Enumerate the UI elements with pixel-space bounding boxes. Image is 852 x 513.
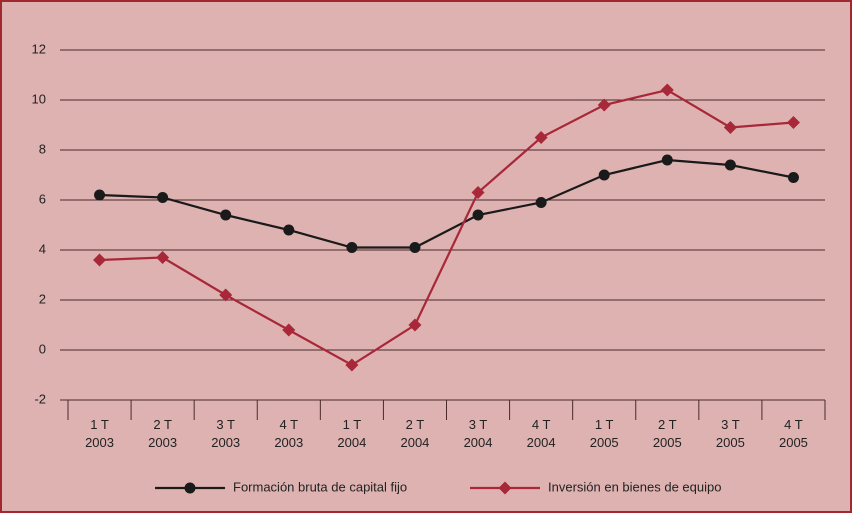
line-point	[283, 224, 295, 236]
legend-marker	[498, 481, 512, 495]
line-point	[660, 83, 674, 97]
y-tick-label: 0	[39, 341, 46, 356]
line-point	[786, 116, 800, 129]
x-tick-label: 3 T 2004	[464, 417, 493, 450]
line-point	[472, 209, 484, 221]
legend-label: Inversión en bienes de equipo	[548, 479, 721, 494]
line-point	[156, 251, 170, 264]
y-tick-label: 8	[39, 141, 46, 156]
line-point	[723, 121, 737, 134]
line-point	[93, 253, 107, 267]
x-tick-label: 4 T 2005	[779, 417, 808, 450]
line-point	[94, 189, 106, 201]
y-tick-label: 12	[32, 41, 46, 56]
line-point	[409, 242, 421, 253]
series-line	[99, 158, 794, 249]
x-tick-label: 1 T 2005	[590, 417, 619, 450]
line-point	[346, 242, 358, 253]
y-tick-label: 2	[39, 291, 46, 306]
line-point	[471, 186, 485, 199]
y-tick-label: 4	[39, 241, 46, 256]
legend-label: Formación bruta de capital fijo	[233, 479, 407, 494]
x-tick-label: 2 T 2004	[400, 417, 429, 450]
line-point	[724, 159, 736, 171]
line-point	[219, 288, 233, 302]
line-point	[345, 358, 359, 372]
x-tick-label: 1 T 2004	[337, 417, 366, 450]
line-point	[597, 98, 611, 112]
line-point	[534, 131, 548, 144]
legend-marker	[184, 482, 196, 494]
line-point	[535, 197, 547, 208]
y-tick-label: 6	[39, 191, 46, 206]
line-point	[661, 154, 673, 166]
x-tick-label: 2 T 2005	[653, 417, 682, 450]
line-point	[157, 192, 169, 203]
x-tick-label: 3 T 2005	[716, 417, 745, 450]
y-tick-label: 10	[32, 91, 46, 106]
x-tick-label: 4 T 2003	[274, 417, 303, 450]
x-tick-label: 4 T 2004	[527, 417, 556, 450]
y-tick-label: -2	[34, 391, 46, 406]
line-point	[787, 172, 799, 183]
x-tick-label: 2 T 2003	[148, 417, 177, 450]
line-point	[408, 318, 422, 332]
line-point	[282, 323, 296, 337]
line-point	[220, 209, 232, 221]
x-tick-label: 1 T 2003	[85, 417, 114, 450]
x-tick-label: 3 T 2003	[211, 417, 240, 450]
series-line	[99, 88, 794, 367]
line-point	[598, 169, 610, 181]
